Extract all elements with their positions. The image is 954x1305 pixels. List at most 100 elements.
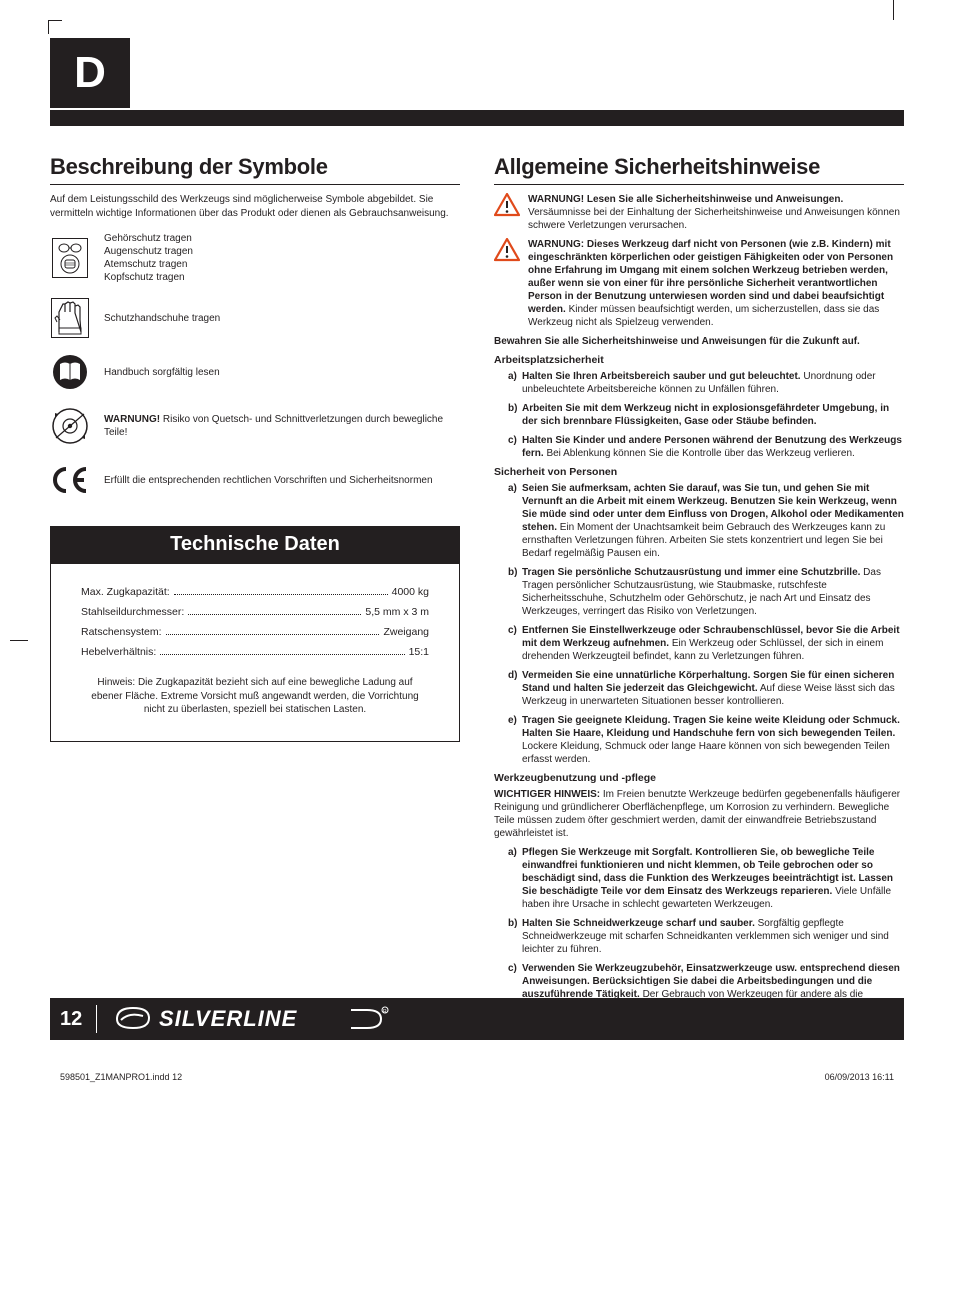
spec-label: Ratschensystem: bbox=[81, 626, 162, 638]
tech-data-heading: Technische Daten bbox=[51, 527, 459, 564]
item-letter: a) bbox=[508, 370, 517, 383]
spec-dots bbox=[166, 628, 380, 635]
item-bold: Halten Sie Ihren Arbeitsbereich sauber u… bbox=[522, 371, 801, 382]
crop-tick-left bbox=[10, 640, 28, 641]
spec-dots bbox=[188, 608, 361, 615]
page-number: 12 bbox=[50, 1005, 97, 1033]
footer-band: 12 SILVERLINE R bbox=[50, 998, 904, 1040]
symbols-heading: Beschreibung der Symbole bbox=[50, 154, 460, 185]
spec-row: Hebelverhältnis: 15:1 bbox=[81, 646, 429, 658]
warning-1-rest: Versäumnisse bei der Einhaltung der Sich… bbox=[528, 207, 900, 231]
symbol-row-pinch: WARNUNG! Risiko von Quetsch- und Schnitt… bbox=[50, 406, 460, 446]
item-letter: c) bbox=[508, 962, 517, 975]
tech-data-box: Technische Daten Max. Zugkapazität:4000 … bbox=[50, 526, 460, 742]
header-band bbox=[50, 110, 904, 126]
list-item: a)Seien Sie aufmerksam, achten Sie darau… bbox=[508, 482, 904, 560]
sec2-head: Sicherheit von Personen bbox=[494, 466, 904, 478]
print-meta: 598501_Z1MANPRO1.indd 12 06/09/2013 16:1… bbox=[60, 1072, 894, 1082]
warning-icon bbox=[494, 238, 520, 329]
page: D Beschreibung der Symbole Auf dem Leist… bbox=[0, 0, 954, 1100]
sec3-intro-bold: WICHTIGER HINWEIS: bbox=[494, 789, 600, 800]
language-badge: D bbox=[50, 38, 130, 108]
spec-dots bbox=[174, 588, 388, 595]
tech-data-body: Max. Zugkapazität:4000 kg Stahlseildurchm… bbox=[51, 564, 459, 741]
symbol-row-gloves: Schutzhandschuhe tragen bbox=[50, 298, 460, 338]
warning-icon bbox=[494, 193, 520, 232]
gloves-icon bbox=[50, 298, 90, 338]
meta-right: 06/09/2013 16:11 bbox=[825, 1072, 894, 1082]
manual-icon bbox=[50, 352, 90, 392]
list-item: c)Entfernen Sie Einstellwerkzeuge oder S… bbox=[508, 624, 904, 663]
ppe-icon bbox=[50, 238, 90, 278]
item-letter: a) bbox=[508, 482, 517, 495]
symbol-row-manual: Handbuch sorgfältig lesen bbox=[50, 352, 460, 392]
svg-text:SILVERLINE: SILVERLINE bbox=[159, 1006, 298, 1031]
sec3-head: Werkzeugbenutzung und -pflege bbox=[494, 772, 904, 784]
svg-text:R: R bbox=[383, 1009, 387, 1015]
warning-block-2: WARNUNG: Dieses Werkzeug darf nicht von … bbox=[494, 238, 904, 329]
symbol-row-ce: Erfüllt die entsprechenden rechtlichen V… bbox=[50, 460, 460, 500]
item-letter: d) bbox=[508, 669, 517, 682]
item-bold: Tragen Sie geeignete Kleidung. Tragen Si… bbox=[522, 715, 900, 739]
spec-value: Zweigang bbox=[383, 626, 429, 638]
list-item: d)Vermeiden Sie eine unnatürliche Körper… bbox=[508, 669, 904, 708]
list-item: b) Arbeiten Sie mit dem Werkzeug nicht in… bbox=[508, 402, 904, 428]
symbols-intro: Auf dem Leistungsschild des Werkzeugs si… bbox=[50, 193, 460, 220]
list-item: a) Halten Sie Ihren Arbeitsbereich sauber… bbox=[508, 370, 904, 396]
spec-value: 15:1 bbox=[409, 646, 429, 658]
list-item: e) Tragen Sie geeignete Kleidung. Tragen … bbox=[508, 714, 904, 766]
manual-text: Handbuch sorgfältig lesen bbox=[104, 366, 220, 379]
crop-mark-tl bbox=[48, 20, 62, 34]
keep-instructions: Bewahren Sie alle Sicherheitshinweise un… bbox=[494, 335, 904, 348]
item-bold: Halten Sie Schneidwerkzeuge scharf und s… bbox=[522, 918, 755, 929]
spec-value: 4000 kg bbox=[392, 586, 429, 598]
spec-row: Max. Zugkapazität:4000 kg bbox=[81, 586, 429, 598]
warning-1-text: WARNUNG! Lesen Sie alle Sicherheitshinwe… bbox=[528, 193, 904, 232]
spec-dots bbox=[160, 648, 404, 655]
pinch-icon bbox=[50, 406, 90, 446]
item-text: Lockere Kleidung, Schmuck oder lange Haa… bbox=[522, 741, 890, 765]
list-item: a)Pflegen Sie Werkzeuge mit Sorgfalt. Ko… bbox=[508, 846, 904, 911]
warning-2-rest: Kinder müssen beaufsichtigt werden, um s… bbox=[528, 304, 879, 328]
brand-logo: SILVERLINE R bbox=[115, 1004, 395, 1034]
warning-1-bold: WARNUNG! Lesen Sie alle Sicherheitshinwe… bbox=[528, 194, 843, 205]
item-letter: b) bbox=[508, 917, 517, 930]
sec1-list: a) Halten Sie Ihren Arbeitsbereich sauber… bbox=[494, 370, 904, 460]
right-column: Allgemeine Sicherheitshinweise WARNUNG! … bbox=[494, 154, 904, 1020]
sec3-list: a)Pflegen Sie Werkzeuge mit Sorgfalt. Ko… bbox=[494, 846, 904, 1014]
symbol-row-ppe: Gehörschutz tragen Augenschutz tragen At… bbox=[50, 232, 460, 284]
item-letter: b) bbox=[508, 566, 517, 579]
pinch-text: WARNUNG! Risiko von Quetsch- und Schnitt… bbox=[104, 413, 460, 439]
item-letter: a) bbox=[508, 846, 517, 859]
spec-label: Stahlseildurchmesser: bbox=[81, 606, 184, 618]
list-item: b) Tragen Sie persönliche Schutzausrüstun… bbox=[508, 566, 904, 618]
ce-text: Erfüllt die entsprechenden rechtlichen V… bbox=[104, 474, 433, 487]
item-text: Ein Moment der Unachtsamkeit beim Gebrau… bbox=[522, 522, 885, 559]
spec-row: Ratschensystem: Zweigang bbox=[81, 626, 429, 638]
meta-left: 598501_Z1MANPRO1.indd 12 bbox=[60, 1072, 182, 1082]
list-item: b) Halten Sie Schneidwerkzeuge scharf und… bbox=[508, 917, 904, 956]
item-bold: Tragen Sie persönliche Schutzausrüstung … bbox=[522, 567, 860, 578]
left-column: Beschreibung der Symbole Auf dem Leistun… bbox=[50, 154, 460, 1020]
item-bold: Arbeiten Sie mit dem Werkzeug nicht in e… bbox=[522, 403, 889, 427]
sec1-head: Arbeitsplatzsicherheit bbox=[494, 354, 904, 366]
warning-2-text: WARNUNG: Dieses Werkzeug darf nicht von … bbox=[528, 238, 904, 329]
item-letter: c) bbox=[508, 624, 517, 637]
item-letter: b) bbox=[508, 402, 517, 415]
sec2-list: a)Seien Sie aufmerksam, achten Sie darau… bbox=[494, 482, 904, 766]
item-letter: e) bbox=[508, 714, 517, 727]
tech-data-note: Hinweis: Die Zugkapazität bezieht sich a… bbox=[81, 676, 429, 717]
keep-instructions-bold: Bewahren Sie alle Sicherheitshinweise un… bbox=[494, 336, 860, 347]
gloves-text: Schutzhandschuhe tragen bbox=[104, 312, 220, 325]
ppe-text: Gehörschutz tragen Augenschutz tragen At… bbox=[104, 232, 193, 284]
warning-block-1: WARNUNG! Lesen Sie alle Sicherheitshinwe… bbox=[494, 193, 904, 232]
item-letter: c) bbox=[508, 434, 517, 447]
columns: Beschreibung der Symbole Auf dem Leistun… bbox=[50, 154, 904, 1020]
sec3-intro: WICHTIGER HINWEIS: Im Freien benutzte We… bbox=[494, 788, 904, 840]
spec-label: Hebelverhältnis: bbox=[81, 646, 156, 658]
list-item: c)Halten Sie Kinder und andere Personen … bbox=[508, 434, 904, 460]
safety-heading: Allgemeine Sicherheitshinweise bbox=[494, 154, 904, 185]
spec-value: 5,5 mm x 3 m bbox=[365, 606, 429, 618]
crop-mark-tr bbox=[893, 0, 894, 20]
spec-row: Stahlseildurchmesser: 5,5 mm x 3 m bbox=[81, 606, 429, 618]
